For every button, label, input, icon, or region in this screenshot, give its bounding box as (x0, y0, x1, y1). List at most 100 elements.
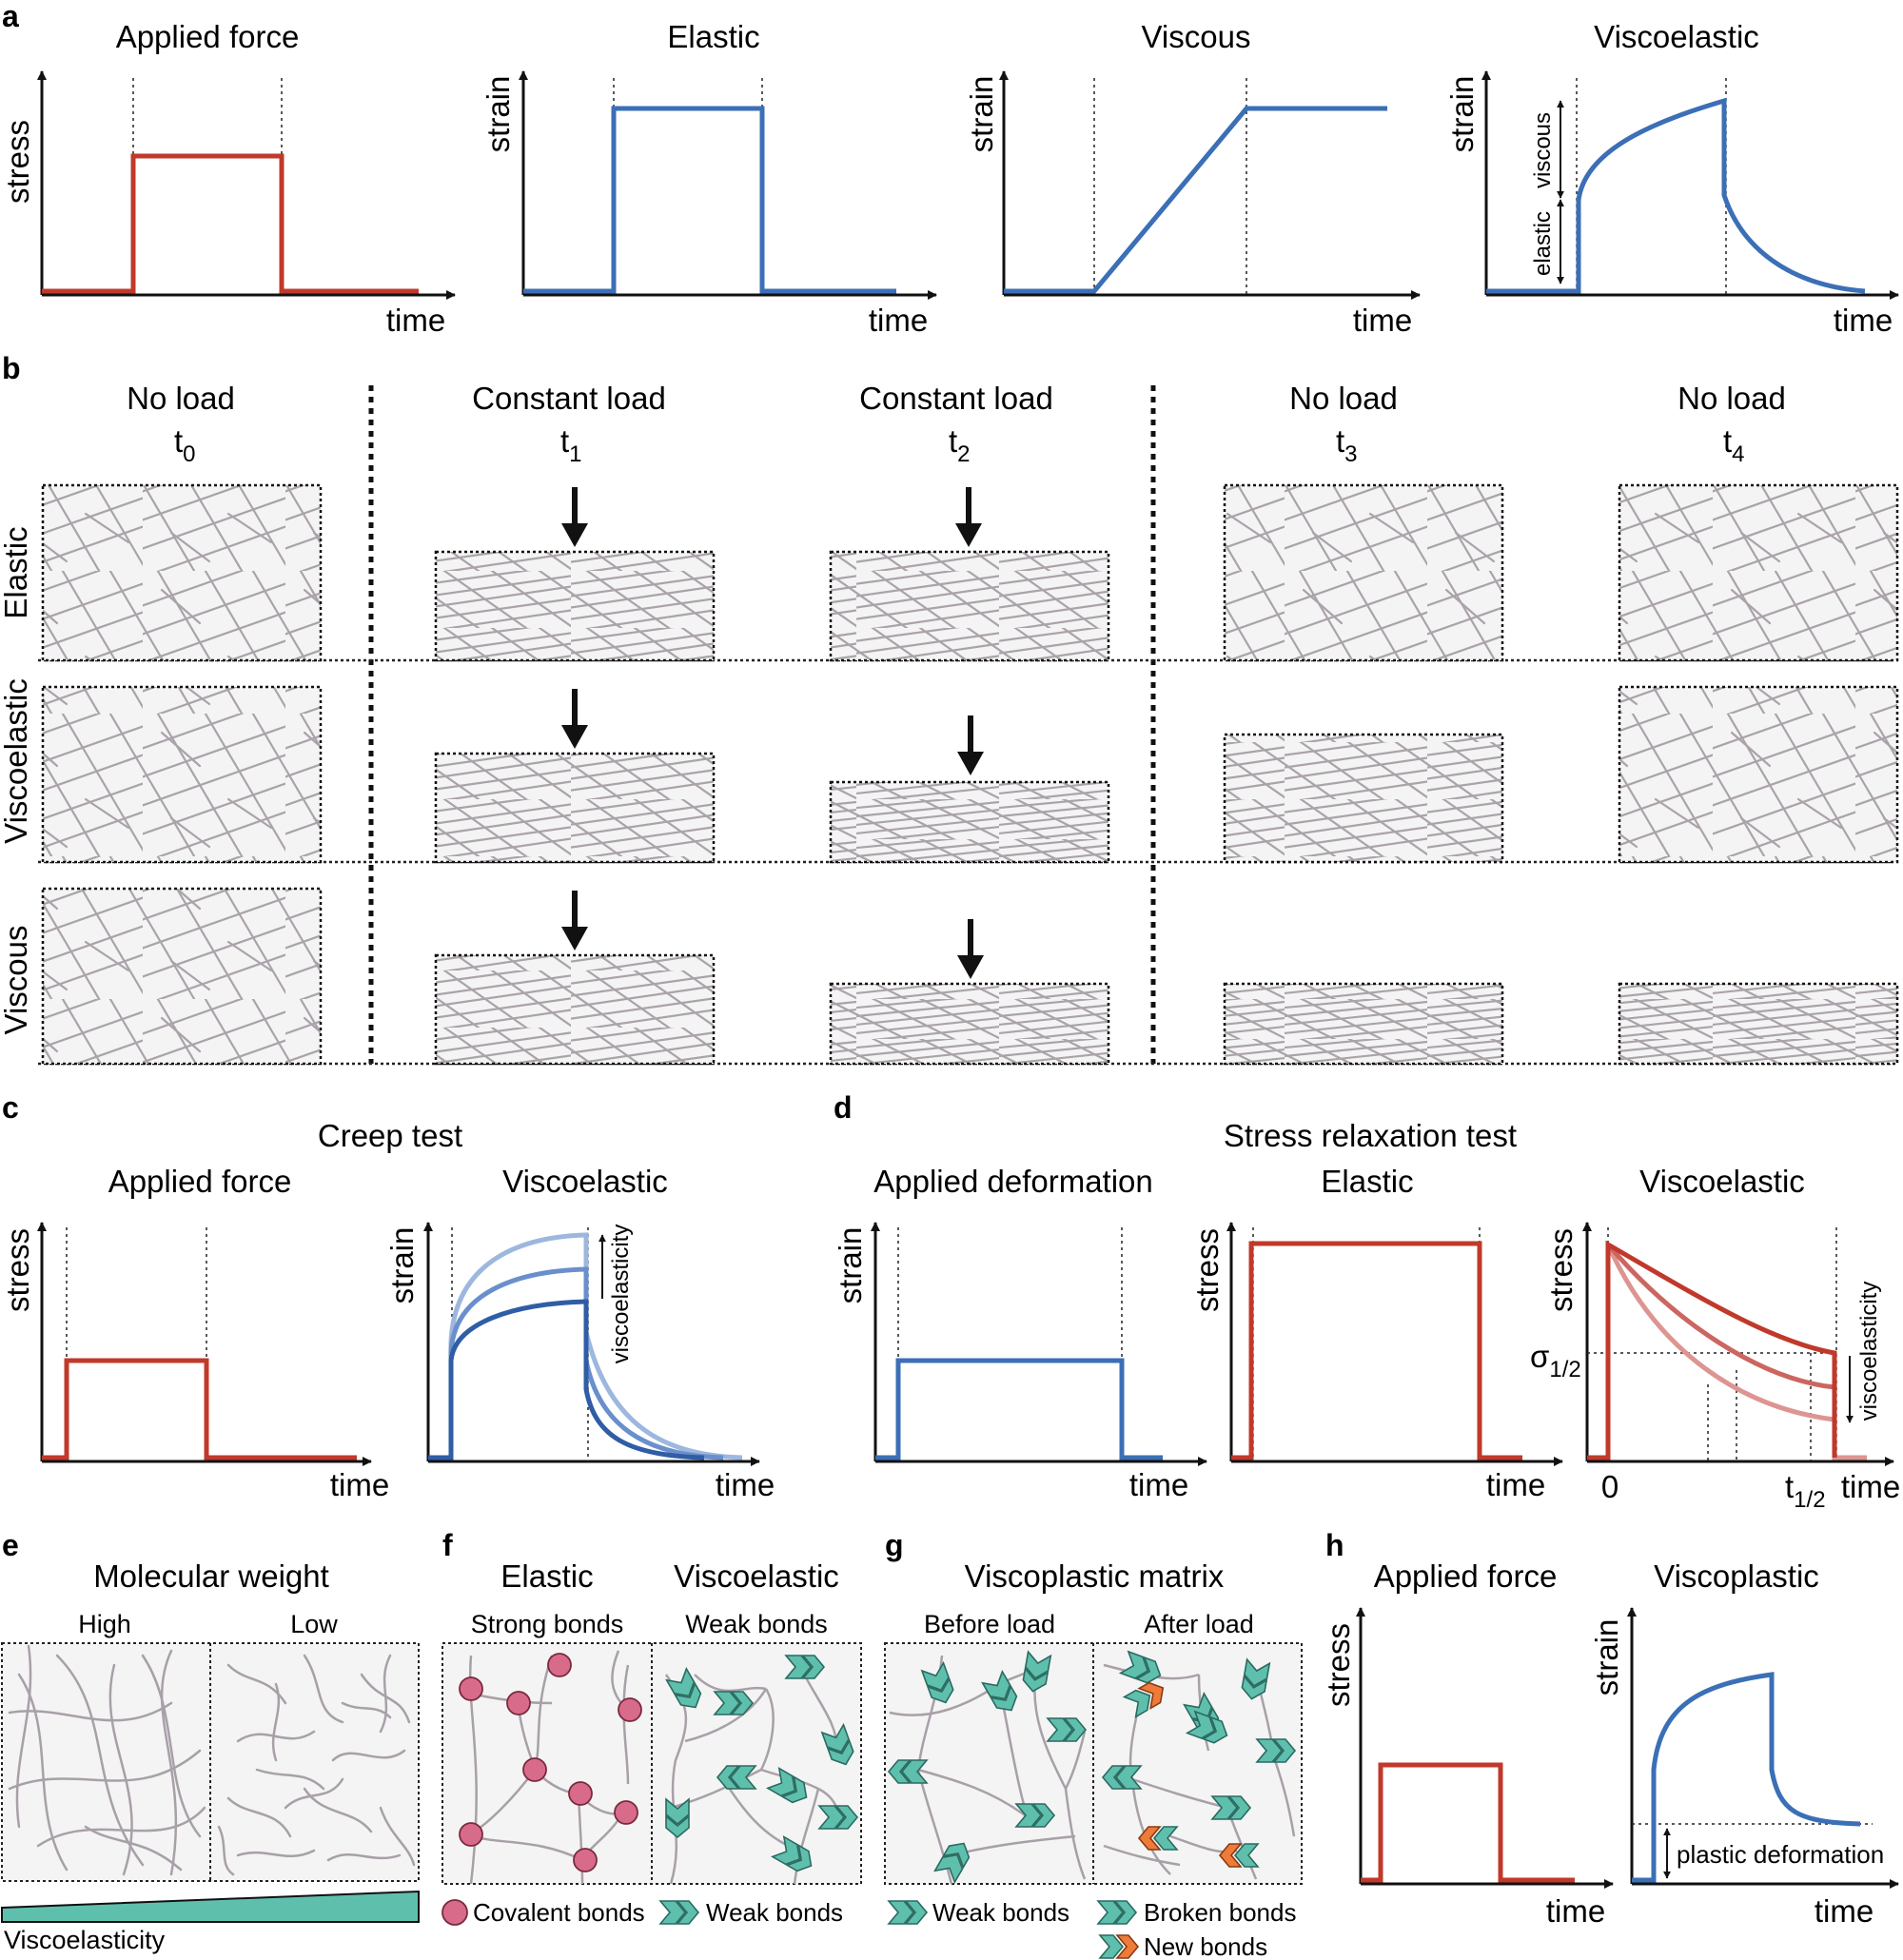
panel-b-material-blocks (41, 483, 1899, 1066)
panel-h-ylabel-stress: stress (1321, 1623, 1356, 1707)
viscoelasticity-bar-label: Viscoelasticity (4, 1926, 166, 1954)
load-arrows (561, 487, 984, 979)
panel-a-xlabel-4: time (1834, 303, 1893, 338)
panel-d-title: Stress relaxation test (1224, 1118, 1517, 1153)
panel-d-subtitle-elastic: Elastic (1321, 1164, 1413, 1199)
creep-applied-force-plot: stress time (0, 1222, 389, 1502)
col-header-t1: Constant load (472, 381, 666, 416)
legend-g-new-bonds: New bonds (1144, 1932, 1267, 1960)
panel-e-col-high: High (78, 1610, 131, 1638)
viscoelastic-strain-curve (1486, 97, 1866, 294)
panel-a-title-viscous: Viscous (1142, 19, 1251, 54)
panel-a-ylabel-strain-3: strain (1444, 76, 1480, 153)
col-header-t2: Constant load (859, 381, 1053, 416)
panel-d-subtitle-viscoelastic: Viscoelastic (1639, 1164, 1805, 1199)
panel-g-col-before: Before load (924, 1610, 1055, 1638)
panel-b-column-headers: No load Constant load Constant load No l… (127, 381, 1786, 467)
panel-f-legend: Covalent bonds Weak bonds (441, 1898, 843, 1927)
legend-g-broken-bonds: Broken bonds (1144, 1898, 1296, 1927)
applied-force-curve (42, 153, 419, 294)
time-zero-label: 0 (1601, 1469, 1619, 1504)
relax-viscoelastic-plot: stress viscoelasticity σ1/2 0 t1/2 time (1530, 1222, 1900, 1513)
panel-d-ylabel-strain: strain (833, 1227, 868, 1304)
new-bond-legend-icon (1099, 1934, 1139, 1959)
panel-g-letter: g (885, 1528, 904, 1562)
panel-d-viscoelasticity-label: viscoelasticity (1856, 1282, 1882, 1421)
elastic-component-label: elastic (1530, 211, 1556, 276)
panel-d-xlabel-3: time (1841, 1469, 1900, 1504)
panel-f-title-elastic: Elastic (500, 1558, 593, 1594)
panel-c-ylabel-strain: strain (384, 1227, 420, 1304)
row-label-elastic: Elastic (0, 526, 33, 618)
time-label-t0: t0 (174, 423, 196, 467)
panel-f-col-strong: Strong bonds (471, 1610, 624, 1638)
relax-elastic-plot: stress time (1189, 1222, 1563, 1502)
viscoplastic-strain-plot: strain plastic deformation time (1589, 1607, 1899, 1929)
legend-covalent-bonds: Covalent bonds (473, 1898, 645, 1927)
panel-g-title: Viscoplastic matrix (965, 1558, 1225, 1594)
panel-h-ylabel-strain: strain (1589, 1619, 1624, 1696)
time-label-t4: t4 (1723, 423, 1745, 467)
panel-g-legend: Weak bonds Broken bonds New bonds (888, 1898, 1296, 1960)
panel-c-letter: c (2, 1090, 19, 1125)
panel-h-letter: h (1325, 1528, 1344, 1562)
panel-b-row-labels: Elastic Viscoelastic Viscous (0, 526, 33, 1034)
panel-d-ylabel-stress-1: stress (1189, 1228, 1225, 1312)
viscoplastic-applied-force-plot: stress time (1321, 1607, 1614, 1929)
panel-a-xlabel-2: time (869, 303, 928, 338)
panel-f-title-viscoelastic: Viscoelastic (674, 1558, 839, 1594)
panel-a-viscoelastic-plot: Viscoelastic strain elastic viscous time (1444, 19, 1899, 338)
panel-e-title: Molecular weight (93, 1558, 329, 1594)
panel-a-title-applied-force: Applied force (116, 19, 300, 54)
legend-weak-bonds: Weak bonds (706, 1898, 843, 1927)
panel-a-ylabel-strain-2: strain (964, 76, 999, 153)
weak-bond-legend-icon (659, 1900, 699, 1925)
panel-c-subtitle-viscoelastic: Viscoelastic (502, 1164, 668, 1199)
panel-a-title-elastic: Elastic (667, 19, 759, 54)
panel-a-viscous-plot: Viscous strain time (964, 19, 1421, 338)
panel-c-xlabel-1: time (330, 1467, 389, 1502)
covalent-bond-legend-icon (441, 1899, 468, 1926)
panel-b-letter: b (2, 351, 21, 385)
viscoplastic-matrix-boxes (884, 1642, 1303, 1885)
panel-g-col-after: After load (1144, 1610, 1254, 1638)
weak-bond-legend-icon-g (888, 1900, 928, 1925)
panel-c-xlabel-2: time (716, 1467, 775, 1502)
col-header-t3: No load (1289, 381, 1398, 416)
col-header-t0: No load (127, 381, 235, 416)
elastic-strain-curve (523, 106, 896, 294)
molecular-weight-boxes (1, 1642, 420, 1882)
col-header-t4: No load (1677, 381, 1786, 416)
viscoelasticity-gradient-bar (1, 1890, 420, 1923)
panel-h-title-viscoplastic: Viscoplastic (1654, 1558, 1819, 1594)
panel-c-viscoelasticity-label: viscoelasticity (608, 1225, 634, 1364)
panel-h-xlabel-2: time (1815, 1893, 1874, 1929)
panel-a-applied-force-plot: Applied force stress time (0, 19, 456, 338)
panel-d-subtitle-applied-deformation: Applied deformation (873, 1164, 1153, 1199)
panel-a-ylabel-strain-1: strain (481, 76, 516, 153)
t-half-label: t1/2 (1785, 1469, 1826, 1513)
panel-d-xlabel-1: time (1129, 1467, 1188, 1502)
time-label-t3: t3 (1336, 423, 1358, 467)
creep-viscoelastic-plot: strain viscoelasticity time (384, 1222, 775, 1502)
legend-g-weak-bonds: Weak bonds (932, 1898, 1069, 1927)
panel-e-letter: e (2, 1528, 19, 1562)
panel-d-ylabel-stress-2: stress (1543, 1228, 1579, 1312)
row-label-viscous: Viscous (0, 926, 33, 1035)
panel-d-letter: d (834, 1090, 853, 1125)
time-label-t1: t1 (560, 423, 582, 467)
panel-a-ylabel-stress: stress (0, 120, 35, 204)
panel-c-title: Creep test (318, 1118, 462, 1153)
row-label-viscoelastic: Viscoelastic (0, 678, 33, 844)
panel-h-xlabel-1: time (1546, 1893, 1605, 1929)
panel-c-subtitle-applied-force: Applied force (108, 1164, 292, 1199)
panel-d-xlabel-2: time (1486, 1467, 1545, 1502)
panel-a-xlabel-3: time (1353, 303, 1412, 338)
viscous-component-label: viscous (1530, 112, 1556, 188)
broken-bond-legend-icon (1097, 1900, 1137, 1925)
panel-f-col-weak: Weak bonds (685, 1610, 828, 1638)
viscous-strain-curve (1004, 106, 1387, 294)
panel-c-ylabel-stress: stress (0, 1228, 35, 1312)
relax-applied-deformation-plot: strain time (833, 1222, 1207, 1502)
